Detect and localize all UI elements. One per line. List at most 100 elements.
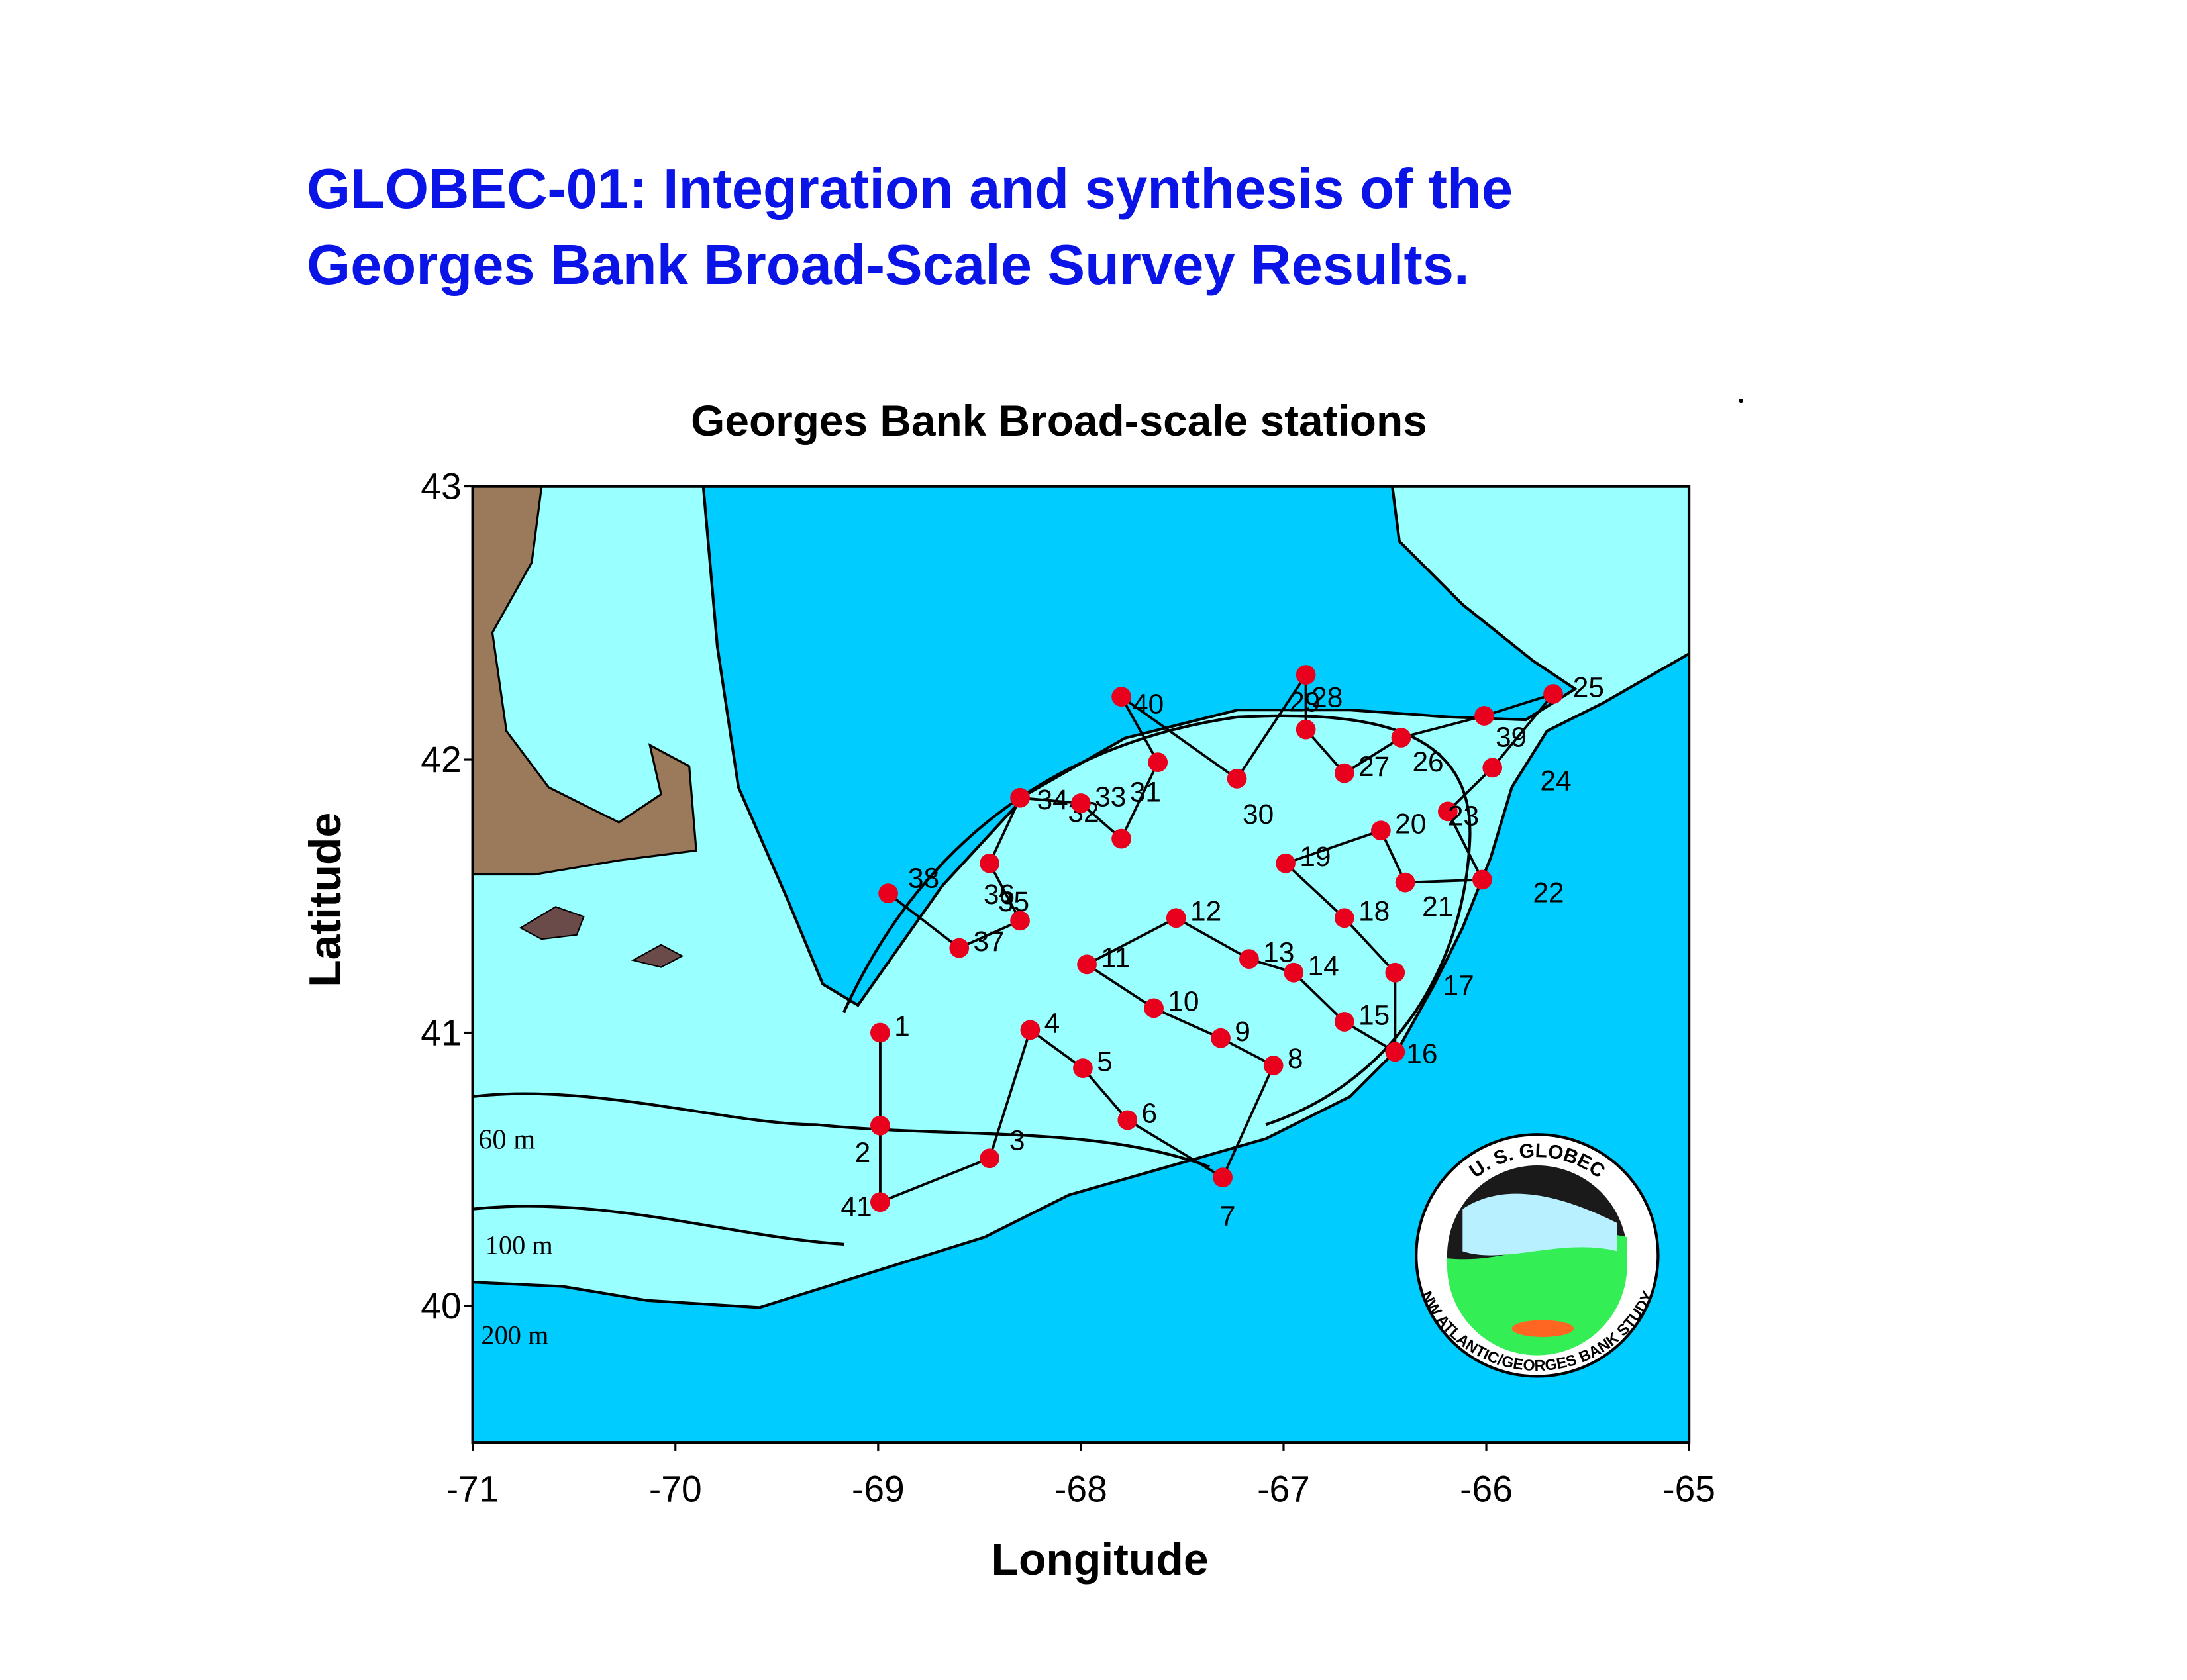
station-label: 31: [1130, 777, 1161, 808]
x-tick-label: -71: [446, 1468, 499, 1509]
station: [870, 1115, 890, 1136]
station-label: 23: [1448, 801, 1479, 832]
station-label: 4: [1044, 1008, 1060, 1039]
station: [1334, 763, 1354, 783]
station-label: 2: [855, 1137, 871, 1168]
station-label: 36: [984, 879, 1015, 910]
logo-bank: [1447, 1234, 1627, 1356]
slide-title-line: GLOBEC-01: Integration and synthesis of …: [307, 157, 1513, 220]
y-tick-label: 43: [421, 466, 461, 507]
station-label: 6: [1142, 1098, 1158, 1129]
station: [1296, 665, 1316, 685]
station: [1472, 869, 1492, 890]
station: [949, 938, 970, 958]
station-label: 3: [1009, 1125, 1025, 1156]
station-label: 18: [1358, 896, 1390, 927]
slide-title-line: Georges Bank Broad-Scale Survey Results.: [307, 233, 1469, 296]
station: [980, 1148, 1000, 1169]
contour-label: 60 m: [478, 1124, 535, 1156]
x-tick-label: -68: [1054, 1468, 1107, 1509]
x-tick-label: -70: [649, 1468, 702, 1509]
station: [1148, 752, 1168, 773]
station-label: 29: [1289, 686, 1320, 717]
station: [1284, 962, 1304, 983]
y-tick-label: 40: [421, 1285, 461, 1326]
y-axis-label: Latitude: [301, 813, 350, 987]
map-title: Georges Bank Broad-scale stations: [691, 396, 1427, 445]
x-axis-label: Longitude: [991, 1535, 1208, 1585]
station-label: 21: [1422, 891, 1453, 922]
station-label: 39: [1496, 722, 1527, 753]
station-label: 1: [894, 1011, 910, 1042]
logo-fish: [1511, 1320, 1574, 1337]
station: [1263, 1056, 1284, 1075]
station: [1334, 908, 1354, 928]
station: [1391, 728, 1411, 748]
station: [1073, 1058, 1093, 1078]
station-label: 20: [1395, 809, 1426, 840]
station: [1117, 1110, 1138, 1130]
station-label: 27: [1358, 751, 1390, 782]
station-label: 13: [1263, 936, 1294, 967]
station-label: 28: [1311, 682, 1343, 713]
station: [870, 1192, 890, 1212]
station: [1071, 793, 1091, 813]
map-background: [472, 486, 1690, 1443]
station-label: 34: [1037, 784, 1068, 815]
x-tick-label: -67: [1257, 1468, 1310, 1509]
station-label: 22: [1533, 877, 1564, 908]
logo: U. S. GLOBEC NW ATLANTIC/GEORGES BANK ST…: [1415, 1133, 1660, 1378]
y-tick-label: 41: [421, 1013, 461, 1054]
station-label: 8: [1288, 1043, 1303, 1074]
station-label: 5: [1097, 1046, 1113, 1077]
station: [1438, 801, 1458, 822]
station-label: 40: [1133, 689, 1164, 720]
station: [1543, 684, 1563, 704]
station-label: 9: [1235, 1016, 1250, 1047]
contour: [472, 1092, 1210, 1169]
station: [1077, 954, 1097, 975]
station-label: 37: [973, 926, 1004, 957]
logo-water: [1462, 1193, 1617, 1256]
station: [1239, 949, 1259, 969]
station: [1020, 1020, 1041, 1040]
station-label: 10: [1168, 986, 1199, 1017]
station-label: 19: [1299, 841, 1331, 872]
station-label: 38: [908, 863, 939, 894]
station-label: 25: [1573, 671, 1604, 703]
station-label: 24: [1540, 765, 1571, 796]
station: [1395, 872, 1415, 893]
station: [1371, 820, 1391, 841]
station-label: 15: [1358, 999, 1390, 1030]
station-label: 30: [1243, 799, 1274, 830]
island: [631, 944, 684, 968]
x-tick-label: -69: [852, 1468, 905, 1509]
contour-label: 200 m: [481, 1320, 548, 1350]
station-label: 16: [1406, 1038, 1437, 1069]
station-label: 41: [840, 1191, 872, 1222]
station: [1296, 719, 1316, 740]
gulf-of-maine: [701, 486, 1578, 1007]
station: [1474, 706, 1494, 726]
station: [1482, 758, 1503, 778]
x-tick-label: -66: [1460, 1468, 1513, 1509]
station: [878, 883, 898, 904]
station: [1111, 828, 1131, 849]
station: [870, 1022, 890, 1043]
station: [1385, 962, 1405, 983]
land: [472, 486, 697, 876]
station: [1111, 687, 1131, 707]
station-label: 26: [1412, 746, 1443, 777]
station-label: 17: [1443, 970, 1474, 1001]
station: [1385, 1042, 1405, 1062]
x-tick-label: -65: [1662, 1468, 1715, 1509]
station-label: 7: [1220, 1200, 1236, 1231]
station-label: 12: [1190, 896, 1221, 927]
station: [1144, 998, 1164, 1018]
station: [1213, 1167, 1233, 1187]
y-tick-label: 42: [421, 739, 461, 780]
station: [1276, 853, 1296, 873]
station: [1010, 911, 1030, 931]
